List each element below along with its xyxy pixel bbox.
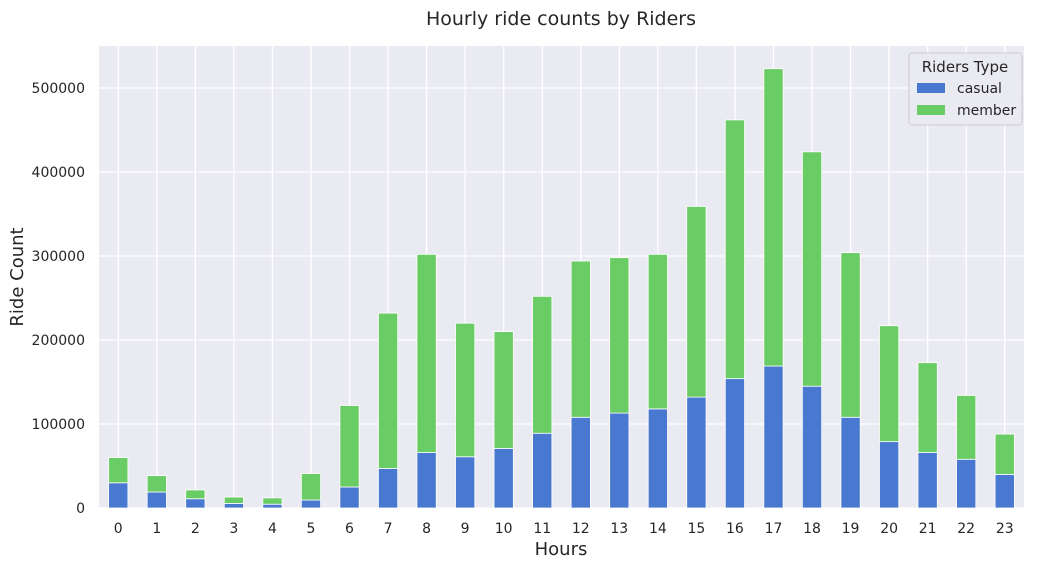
bar-casual-16: [724, 378, 745, 509]
x-tick-label: 16: [726, 521, 744, 537]
bar-member-4: [262, 497, 283, 505]
bar-casual-1: [146, 491, 167, 509]
bar-member-5: [300, 473, 322, 501]
x-tick-label: 10: [495, 521, 513, 537]
bar-casual-11: [532, 432, 553, 509]
bar-member-15: [686, 206, 707, 398]
bar-member-20: [879, 325, 900, 443]
bar-casual-21: [917, 452, 938, 509]
bar-member-12: [570, 260, 591, 418]
bar-casual-0: [108, 482, 129, 509]
x-tick-label: 0: [114, 521, 123, 537]
bar-member-2: [185, 489, 206, 500]
bar-member-19: [840, 252, 861, 418]
bar-member-0: [108, 457, 129, 484]
bar-casual-5: [300, 499, 322, 509]
x-tick-label: 14: [649, 521, 667, 537]
x-tick-label: 3: [229, 521, 238, 537]
x-tick-label: 4: [268, 521, 277, 537]
legend-swatch-casual: [917, 83, 945, 93]
x-tick-label: 18: [803, 521, 821, 537]
bar-casual-14: [647, 408, 668, 509]
bar-member-6: [339, 405, 360, 488]
x-tick-label: 8: [422, 521, 431, 537]
x-tick-label: 19: [842, 521, 860, 537]
bar-member-21: [917, 362, 938, 453]
bar-member-18: [801, 151, 823, 387]
chart-title: Hourly ride counts by Riders: [426, 8, 696, 30]
x-tick-label: 13: [610, 521, 628, 537]
bar-casual-6: [339, 486, 360, 509]
legend-label-casual: casual: [957, 81, 1002, 97]
bar-casual-23: [994, 473, 1015, 509]
bar-casual-9: [455, 456, 476, 509]
bar-casual-22: [956, 458, 977, 509]
bar-casual-17: [763, 365, 784, 509]
y-tick-label: 400000: [32, 165, 85, 181]
legend: Riders Type casual member: [908, 52, 1023, 126]
bar-casual-8: [416, 452, 437, 509]
bar-casual-10: [493, 447, 514, 509]
x-axis-title: Hours: [535, 539, 588, 560]
bar-member-13: [609, 257, 630, 414]
bar-member-14: [647, 253, 668, 410]
x-tick-label: 1: [152, 521, 161, 537]
bar-casual-15: [686, 396, 707, 509]
x-tick-label: 21: [919, 521, 937, 537]
y-tick-label: 500000: [32, 81, 85, 97]
plot-area: [99, 46, 1024, 508]
bar-member-22: [956, 395, 977, 460]
bar-member-1: [146, 475, 167, 493]
bar-member-7: [378, 312, 399, 469]
y-tick-label: 0: [76, 501, 85, 517]
x-tick-label: 23: [996, 521, 1014, 537]
y-tick-label: 100000: [32, 417, 85, 433]
legend-swatch-member: [917, 105, 945, 115]
bar-casual-7: [378, 468, 399, 509]
x-tick-labels: 0 1 2 3 4 5 6 7 8 9 10 11 12 13 14 15 16 17 18 19 20 21 22 23: [114, 521, 1014, 537]
y-tick-label: 200000: [32, 333, 85, 349]
bar-member-17: [763, 68, 784, 367]
bar-member-8: [416, 253, 437, 453]
y-tick-labels: 0 100000 200000 300000 400000 500000: [32, 81, 85, 517]
bar-casual-20: [879, 441, 900, 509]
bar-casual-3: [223, 502, 244, 509]
x-tick-label: 15: [687, 521, 705, 537]
bar-member-9: [455, 322, 476, 458]
bar-member-23: [994, 433, 1015, 475]
bar-casual-12: [570, 416, 591, 509]
bar-member-16: [724, 119, 745, 380]
x-tick-label: 6: [345, 521, 354, 537]
bar-casual-2: [185, 498, 206, 509]
y-axis-title: Ride Count: [7, 227, 28, 326]
bar-member-3: [223, 496, 244, 504]
bar-member-11: [532, 295, 553, 434]
bar-member-10: [493, 331, 514, 449]
bar-casual-4: [262, 503, 283, 509]
x-tick-label: 22: [957, 521, 975, 537]
bar-casual-18: [801, 385, 823, 509]
bars: [108, 68, 1015, 509]
x-tick-label: 11: [533, 521, 551, 537]
legend-title: Riders Type: [922, 58, 1009, 76]
x-tick-label: 2: [191, 521, 200, 537]
x-tick-label: 5: [307, 521, 316, 537]
x-tick-label: 17: [765, 521, 783, 537]
bar-casual-13: [609, 412, 630, 509]
bar-casual-19: [840, 416, 861, 509]
x-tick-label: 7: [384, 521, 393, 537]
x-tick-label: 12: [572, 521, 590, 537]
x-tick-label: 9: [461, 521, 470, 537]
legend-label-member: member: [957, 103, 1016, 119]
y-tick-label: 300000: [32, 249, 85, 265]
x-tick-label: 20: [880, 521, 898, 537]
